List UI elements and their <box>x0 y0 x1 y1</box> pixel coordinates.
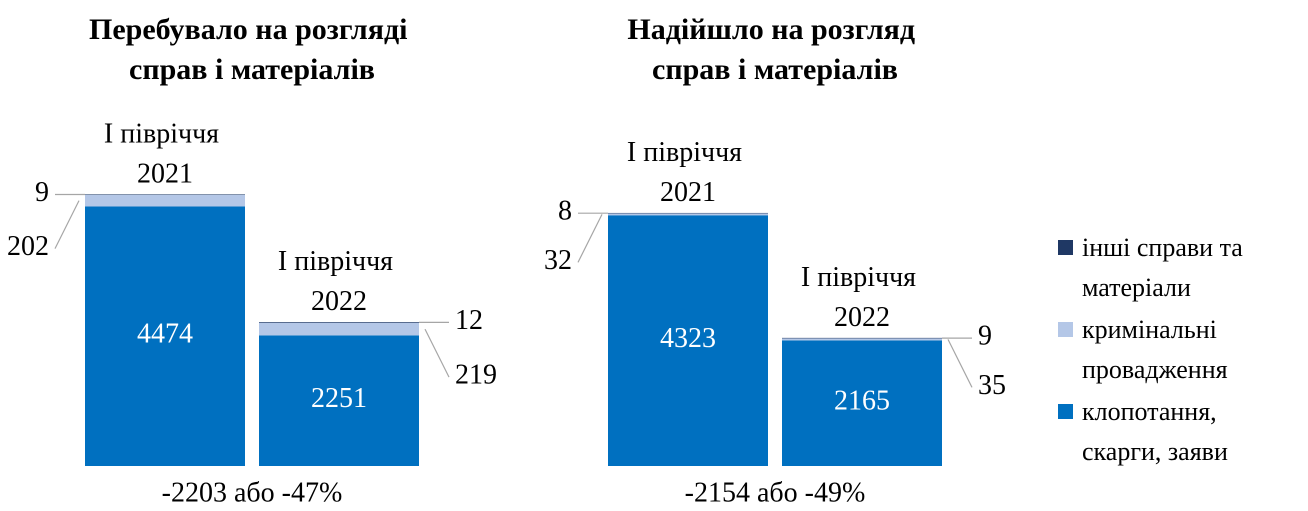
annotation: -2154 або -49% <box>685 477 866 508</box>
bar-segment <box>259 322 419 336</box>
annotation: -2203 або -47% <box>162 477 343 508</box>
chart-title: Надійшло на розгляд справ і матеріалів <box>627 13 922 86</box>
bar-segment <box>85 206 245 466</box>
value-label: 35 <box>978 370 1006 401</box>
bar-segment <box>608 213 768 216</box>
legend-label: клопотання, скарги, заяви <box>1082 397 1228 466</box>
chart-title: Перебувало на розгляді справ і матеріалі… <box>89 13 415 86</box>
leader-line <box>947 339 973 388</box>
bar-segment <box>85 194 245 207</box>
legend: інші справи та матеріали кримінальні пров… <box>1056 228 1286 474</box>
value-label: 12 <box>455 305 483 336</box>
bar-segment <box>782 340 942 466</box>
value-label: 2165 <box>834 386 890 417</box>
bar-segment <box>85 194 245 195</box>
bar-segment <box>782 338 942 341</box>
category-label: І півріччя 2021 <box>104 119 226 190</box>
legend-label: кримінальні провадження <box>1082 315 1228 384</box>
legend-swatch <box>1058 240 1073 255</box>
leader-line <box>424 328 450 378</box>
value-label: 202 <box>7 231 49 262</box>
category-label: І півріччя 2022 <box>801 262 923 333</box>
legend-item: інші справи та матеріали <box>1056 228 1286 308</box>
legend-swatch <box>1058 322 1073 337</box>
legend-swatch <box>1058 404 1073 419</box>
bar-segment <box>608 215 768 466</box>
value-label: 32 <box>544 245 572 276</box>
leader-line <box>577 214 603 263</box>
value-label: 219 <box>455 360 497 391</box>
bar-segment <box>259 322 419 323</box>
bar-segment <box>259 335 419 466</box>
value-label: 9 <box>35 177 49 208</box>
value-label: 4474 <box>137 319 193 350</box>
category-label: І півріччя 2022 <box>278 246 400 317</box>
legend-item: кримінальні провадження <box>1056 310 1286 390</box>
bar-segment <box>782 337 942 339</box>
legend-label: інші справи та матеріали <box>1082 233 1243 302</box>
category-label: І півріччя 2021 <box>627 137 749 208</box>
leader-line <box>54 200 80 249</box>
value-label: 9 <box>978 321 992 352</box>
value-label: 2251 <box>311 383 367 414</box>
value-label: 8 <box>558 196 572 227</box>
legend-item: клопотання, скарги, заяви <box>1056 392 1286 472</box>
value-label: 4323 <box>660 323 716 354</box>
